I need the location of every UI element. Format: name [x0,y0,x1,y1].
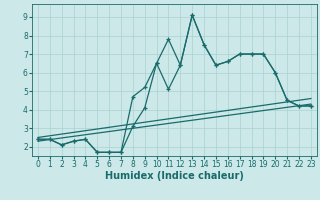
X-axis label: Humidex (Indice chaleur): Humidex (Indice chaleur) [105,171,244,181]
